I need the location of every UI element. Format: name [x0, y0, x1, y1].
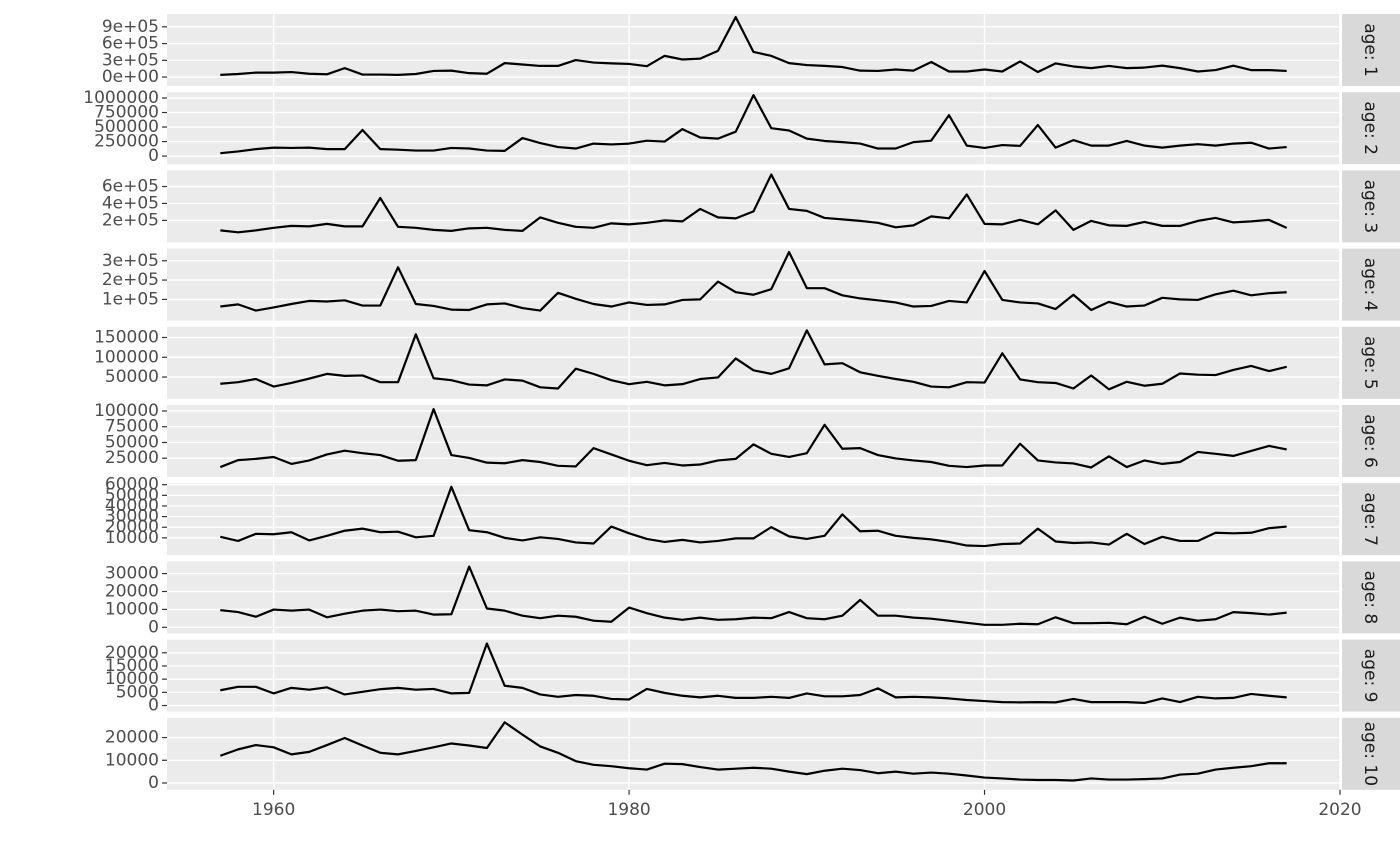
- y-tick-label: 60000: [105, 475, 159, 495]
- strip: age: 2: [1360, 101, 1380, 155]
- y-tick-label: 500000: [94, 117, 159, 137]
- strip: age: 10: [1360, 722, 1380, 786]
- strip: age: 3: [1360, 180, 1380, 234]
- y-tick-label: 50000: [105, 432, 159, 452]
- x-tick-label: 2000: [963, 800, 1006, 820]
- y-tick-label: 6e+05: [102, 176, 159, 196]
- strip: age: 7: [1360, 492, 1380, 546]
- y-tick-label: 10000: [105, 750, 159, 770]
- strip-background: [1342, 561, 1400, 634]
- y-tick-label: 0: [148, 696, 159, 716]
- strip-background: [1342, 14, 1400, 86]
- y-tick-label: 25000: [105, 448, 159, 468]
- y-tick-label: 3e+05: [102, 50, 159, 70]
- y-tick-label: 0: [148, 773, 159, 793]
- series-line: [220, 642, 1287, 704]
- y-tick-label: 20000: [105, 728, 159, 748]
- strip-background: [1342, 92, 1400, 165]
- panel-background: [167, 248, 1340, 321]
- series-line: [220, 94, 1287, 155]
- y-tick-label: 0e+00: [102, 67, 159, 87]
- y-tick-label: 2e+05: [102, 270, 159, 290]
- strip-label: age: 2: [1360, 101, 1380, 155]
- y-tick-label: 75000: [105, 417, 159, 437]
- strip: age: 6: [1360, 414, 1380, 468]
- strip: age: 5: [1360, 336, 1380, 390]
- series-line: [220, 173, 1288, 234]
- panel-background: [167, 405, 1340, 477]
- y-tick-label: 15000: [105, 656, 159, 676]
- panel-background: [167, 717, 1340, 790]
- series-line: [219, 721, 1287, 782]
- y-tick-label: 0: [148, 617, 159, 637]
- y-tick-label: 9e+05: [102, 17, 159, 37]
- series-line: [220, 250, 1287, 312]
- strip-label: age: 4: [1360, 258, 1380, 312]
- strip: age: 8: [1360, 571, 1380, 625]
- y-tick-label: 0: [148, 146, 159, 166]
- y-tick-label: 10000: [105, 669, 159, 689]
- strip: age: 9: [1360, 649, 1380, 703]
- strip-background: [1342, 639, 1400, 712]
- y-tick-label: 50000: [105, 485, 159, 505]
- x-tick-label: 1960: [252, 800, 295, 820]
- y-tick-label: 750000: [94, 103, 159, 123]
- panel-background: [167, 170, 1340, 243]
- strip-background: [1342, 717, 1400, 790]
- series-line: [220, 485, 1287, 548]
- x-tick-label: 2020: [1318, 800, 1361, 820]
- y-tick-label: 3e+05: [102, 251, 159, 271]
- strip-background: [1342, 483, 1400, 556]
- y-tick-label: 20000: [105, 581, 159, 601]
- y-tick-label: 100000: [94, 401, 159, 421]
- series-line: [220, 565, 1287, 626]
- strip-label: age: 5: [1360, 336, 1380, 390]
- strip-label: age: 3: [1360, 180, 1380, 234]
- strip-label: age: 10: [1360, 722, 1380, 786]
- y-tick-label: 50000: [105, 367, 159, 387]
- y-tick-label: 2e+05: [102, 210, 159, 230]
- strip: age: 1: [1360, 23, 1380, 77]
- y-tick-label: 1000000: [83, 88, 159, 108]
- strip-label: age: 1: [1360, 23, 1380, 77]
- series-line: [220, 329, 1287, 391]
- x-tick-label: 1980: [607, 800, 650, 820]
- y-tick-label: 5000: [116, 682, 159, 702]
- y-tick-label: 250000: [94, 132, 159, 152]
- strip-label: age: 8: [1360, 571, 1380, 625]
- panel-background: [167, 92, 1340, 165]
- y-tick-label: 4e+05: [102, 193, 159, 213]
- strip-label: age: 7: [1360, 492, 1380, 546]
- y-tick-label: 20000: [105, 643, 159, 663]
- series-line: [220, 15, 1287, 76]
- y-tick-label: 10000: [105, 528, 159, 548]
- panel-background: [167, 483, 1340, 556]
- strip-background: [1342, 248, 1400, 321]
- y-tick-label: 100000: [94, 347, 159, 367]
- strip-background: [1342, 326, 1400, 399]
- y-tick-label: 20000: [105, 517, 159, 537]
- y-tick-label: 6e+05: [102, 34, 159, 54]
- strip-background: [1342, 170, 1400, 243]
- panel-background: [167, 639, 1340, 712]
- strip-label: age: 6: [1360, 414, 1380, 468]
- y-tick-label: 10000: [105, 599, 159, 619]
- y-tick-label: 30000: [105, 564, 159, 584]
- strip: age: 4: [1360, 258, 1380, 312]
- y-tick-label: 40000: [105, 496, 159, 516]
- strip-background: [1342, 405, 1400, 477]
- strip-label: age: 9: [1360, 649, 1380, 703]
- y-tick-label: 30000: [105, 507, 159, 527]
- y-tick-label: 150000: [94, 327, 159, 347]
- series-line: [219, 407, 1287, 469]
- y-tick-label: 1e+05: [102, 289, 159, 309]
